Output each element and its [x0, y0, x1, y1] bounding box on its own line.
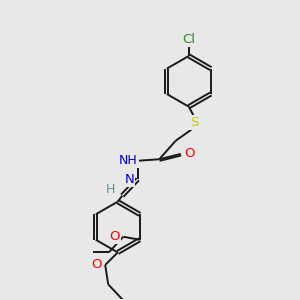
Text: S: S — [190, 116, 198, 129]
Text: Cl: Cl — [182, 33, 195, 46]
Text: O: O — [92, 259, 102, 272]
Text: H: H — [106, 183, 116, 196]
Text: O: O — [110, 230, 120, 243]
Text: O: O — [184, 147, 194, 160]
Text: NH: NH — [119, 154, 138, 167]
Text: N: N — [124, 173, 134, 186]
